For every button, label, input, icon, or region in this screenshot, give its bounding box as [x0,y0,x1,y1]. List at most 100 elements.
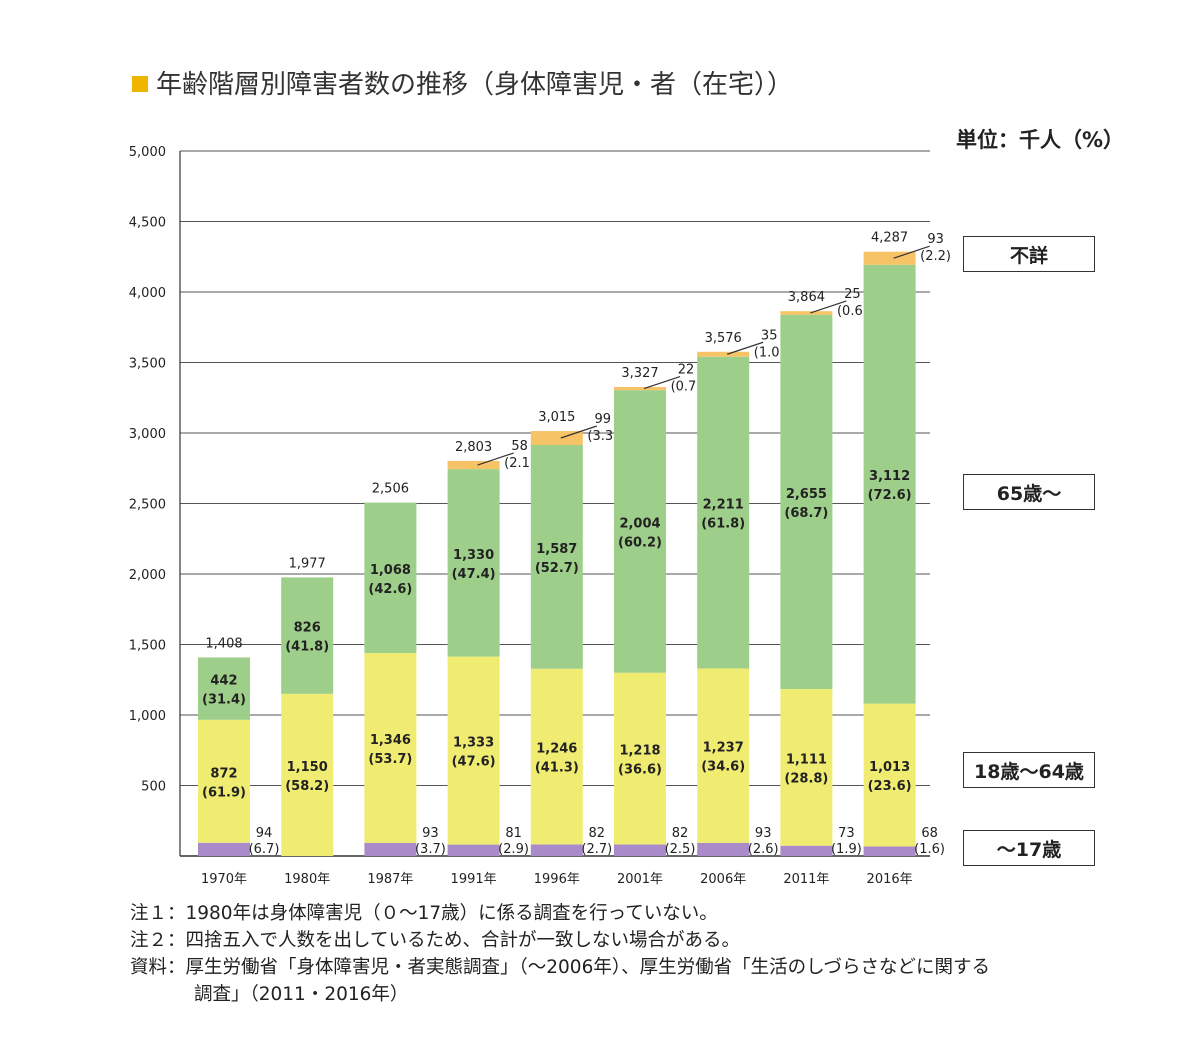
value-label-age18-64: 1,237 [703,741,744,756]
pct-label-age65: (68.7) [784,506,828,521]
pct-label-under17: (1.9) [831,842,862,857]
pct-label-age65: (41.8) [285,640,329,655]
pct-label-age18-64: (47.6) [452,755,496,770]
y-tick-label: 1,500 [129,639,166,654]
value-label-age18-64: 1,346 [370,733,411,748]
value-label-under17: 82 [589,826,606,841]
y-tick-label: 3,000 [129,427,166,442]
x-tick-label: 1996年 [534,872,580,887]
title-square-icon [132,76,148,92]
bar-segment-age65 [447,469,500,657]
value-label-age65: 2,004 [619,516,660,531]
pct-label-unknown: (3.3) [587,429,618,444]
value-label-age65: 3,112 [869,469,910,484]
bar-segment-age18_64 [198,719,250,843]
value-label-age65: 2,655 [786,487,827,502]
chart-title-text: 年齢階層別障害者数の推移（身体障害児・者（在宅）） [156,70,794,100]
bar-segment-under17 [614,844,666,856]
x-tick-label: 1987年 [367,872,413,887]
bar-segment-age18_64 [364,653,417,843]
value-label-age18-64: 1,111 [786,752,827,767]
pct-label-age65: (72.6) [868,488,912,503]
pct-label-age65: (31.4) [202,693,246,708]
value-label-age18-64: 1,013 [869,760,910,775]
bar-segment-age18_64 [697,668,750,843]
pct-label-age65: (61.8) [701,517,745,532]
y-tick-label: 2,000 [129,568,166,583]
leader-line [560,425,597,439]
value-label-age65: 1,587 [536,542,577,557]
y-tick-label: 500 [141,780,166,795]
bar-segment-age65 [780,314,833,690]
leader-line [727,341,764,355]
value-label-unknown: 22 [678,363,695,378]
total-label: 3,015 [538,410,575,425]
total-label: 3,327 [621,366,658,381]
pct-label-under17: (2.5) [665,842,696,857]
bar-segment-under17 [530,844,583,856]
value-label-under17: 73 [838,826,855,841]
total-label: 3,576 [705,331,742,346]
value-label-under17: 68 [921,826,938,841]
pct-label-under17: (1.6) [914,842,945,857]
bar-segment-under17 [447,844,500,856]
value-label-age65: 1,068 [370,563,411,578]
pct-label-age65: (42.6) [368,582,412,597]
y-tick-label: 1,000 [129,709,166,724]
y-tick-label: 4,500 [129,216,166,231]
legend-age18-64: 18歳～64歳 [963,752,1095,788]
x-tick-label: 1991年 [451,872,497,887]
x-tick-label: 2001年 [617,872,663,887]
value-label-unknown: 93 [927,232,944,247]
pct-label-under17: (2.7) [581,842,612,857]
x-tick-label: 2011年 [783,872,829,887]
value-label-age18-64: 1,218 [619,744,660,759]
pct-label-age18-64: (61.9) [202,785,246,800]
pct-label-unknown: (0.7) [671,380,702,395]
value-label-under17: 81 [505,826,522,841]
pct-label-age18-64: (28.8) [784,771,828,786]
stacked-bar-chart: 500 1,000 1,500 2,000 2,500 3,000 3,500 4,000 4,… [129,145,951,887]
source-note-cont: 調査」（2011・2016年） [194,984,409,1005]
pct-label-unknown: (2.1) [504,456,535,471]
bar-segment-under17 [198,842,250,856]
value-label-age65: 826 [294,621,321,636]
total-label: 1,977 [289,556,326,571]
x-tick-label: 2016年 [867,872,913,887]
bar-segment-unknown [780,311,833,315]
y-tick-label: 3,500 [129,357,166,372]
bar-segment-age65 [364,502,417,654]
value-label-under17: 93 [422,826,439,841]
value-label-under17: 82 [672,826,689,841]
pct-label-age18-64: (36.6) [618,763,662,778]
pct-label-age65: (52.7) [535,561,579,576]
x-tick-label: 2006年 [700,872,746,887]
value-label-under17: 93 [755,826,772,841]
bar-segment-age18_64 [281,693,334,856]
bar-segment-unknown [614,387,666,391]
bar-segment-under17 [697,842,750,856]
bar-segment-unknown [697,351,750,357]
pct-label-under17: (2.6) [748,842,779,857]
source-note: 資料：厚生労働省「身体障害児・者実態調査」（～2006年）、厚生労働省「生活のし… [130,957,990,978]
bar-segment-age65 [863,264,916,704]
value-label-age18-64: 1,333 [453,736,494,751]
bar-segment-under17 [364,842,417,856]
pct-label-under17: (6.7) [249,842,280,857]
bar-segment-under17 [863,846,916,856]
pct-label-age18-64: (23.6) [868,779,912,794]
legend-under17: ～17歳 [963,830,1095,866]
chart-title: 年齢階層別障害者数の推移（身体障害児・者（在宅）） [132,64,793,101]
bar-segment-age65 [530,444,583,669]
bar-segment-unknown [447,460,500,470]
pct-label-unknown: (1.0) [754,345,785,360]
y-tick-label: 2,500 [129,498,166,513]
total-label: 1,408 [205,636,242,651]
bar-segment-under17 [780,845,833,856]
value-label-age18-64: 1,150 [287,760,328,775]
bar-segment-age65 [697,356,750,669]
total-label: 4,287 [871,231,908,246]
y-tick-label: 4,000 [129,286,166,301]
leader-line [477,452,514,466]
value-label-under17: 94 [256,826,273,841]
